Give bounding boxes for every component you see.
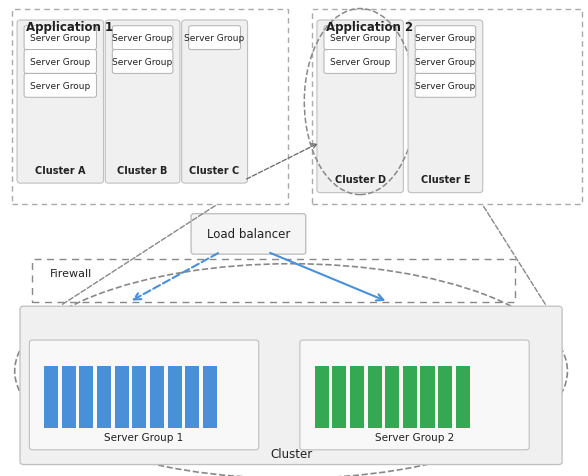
FancyBboxPatch shape <box>112 27 173 50</box>
Bar <box>185 367 199 428</box>
Text: Server Group: Server Group <box>330 34 390 43</box>
FancyBboxPatch shape <box>415 27 476 50</box>
Bar <box>315 367 329 428</box>
Bar <box>62 367 76 428</box>
FancyBboxPatch shape <box>324 50 396 74</box>
Bar <box>420 367 435 428</box>
FancyBboxPatch shape <box>415 74 476 98</box>
Text: Server Group: Server Group <box>185 34 245 43</box>
FancyBboxPatch shape <box>17 21 103 184</box>
FancyBboxPatch shape <box>300 340 529 450</box>
Bar <box>350 367 364 428</box>
Bar <box>385 367 399 428</box>
Text: Cluster: Cluster <box>270 446 312 460</box>
FancyBboxPatch shape <box>408 21 483 193</box>
FancyBboxPatch shape <box>105 21 180 184</box>
Text: Load balancer: Load balancer <box>207 228 290 241</box>
Bar <box>115 367 129 428</box>
FancyBboxPatch shape <box>112 50 173 74</box>
FancyBboxPatch shape <box>415 50 476 74</box>
FancyBboxPatch shape <box>189 27 240 50</box>
FancyBboxPatch shape <box>324 27 396 50</box>
Bar <box>79 367 93 428</box>
Bar <box>368 367 382 428</box>
Bar <box>332 367 346 428</box>
Text: Cluster E: Cluster E <box>420 175 470 185</box>
Text: Cluster B: Cluster B <box>118 166 168 175</box>
Text: Server Group: Server Group <box>415 34 476 43</box>
Text: Server Group: Server Group <box>30 82 91 90</box>
Text: Server Group 1: Server Group 1 <box>105 432 183 442</box>
FancyBboxPatch shape <box>29 340 259 450</box>
Text: Cluster D: Cluster D <box>335 175 386 185</box>
Text: Server Group 2: Server Group 2 <box>375 432 454 442</box>
Bar <box>168 367 182 428</box>
FancyBboxPatch shape <box>182 21 248 184</box>
Bar <box>150 367 164 428</box>
FancyBboxPatch shape <box>191 214 306 255</box>
Text: Server Group: Server Group <box>30 34 91 43</box>
Text: Firewall: Firewall <box>50 268 92 278</box>
Bar <box>403 367 417 428</box>
FancyBboxPatch shape <box>20 307 562 465</box>
Bar <box>44 367 58 428</box>
FancyBboxPatch shape <box>24 50 96 74</box>
Bar <box>203 367 217 428</box>
Bar <box>456 367 470 428</box>
Text: Server Group: Server Group <box>112 34 173 43</box>
Text: Server Group: Server Group <box>330 58 390 67</box>
FancyBboxPatch shape <box>24 74 96 98</box>
Text: Application 2: Application 2 <box>326 21 413 34</box>
Text: Server Group: Server Group <box>415 58 476 67</box>
FancyBboxPatch shape <box>24 27 96 50</box>
Text: Server Group: Server Group <box>30 58 91 67</box>
Bar <box>97 367 111 428</box>
Bar <box>438 367 452 428</box>
FancyBboxPatch shape <box>317 21 403 193</box>
Text: Server Group: Server Group <box>415 82 476 90</box>
Bar <box>132 367 146 428</box>
Text: Cluster C: Cluster C <box>189 166 240 175</box>
Text: Cluster A: Cluster A <box>35 166 85 175</box>
Text: Server Group: Server Group <box>112 58 173 67</box>
Text: Application 1: Application 1 <box>26 21 113 34</box>
